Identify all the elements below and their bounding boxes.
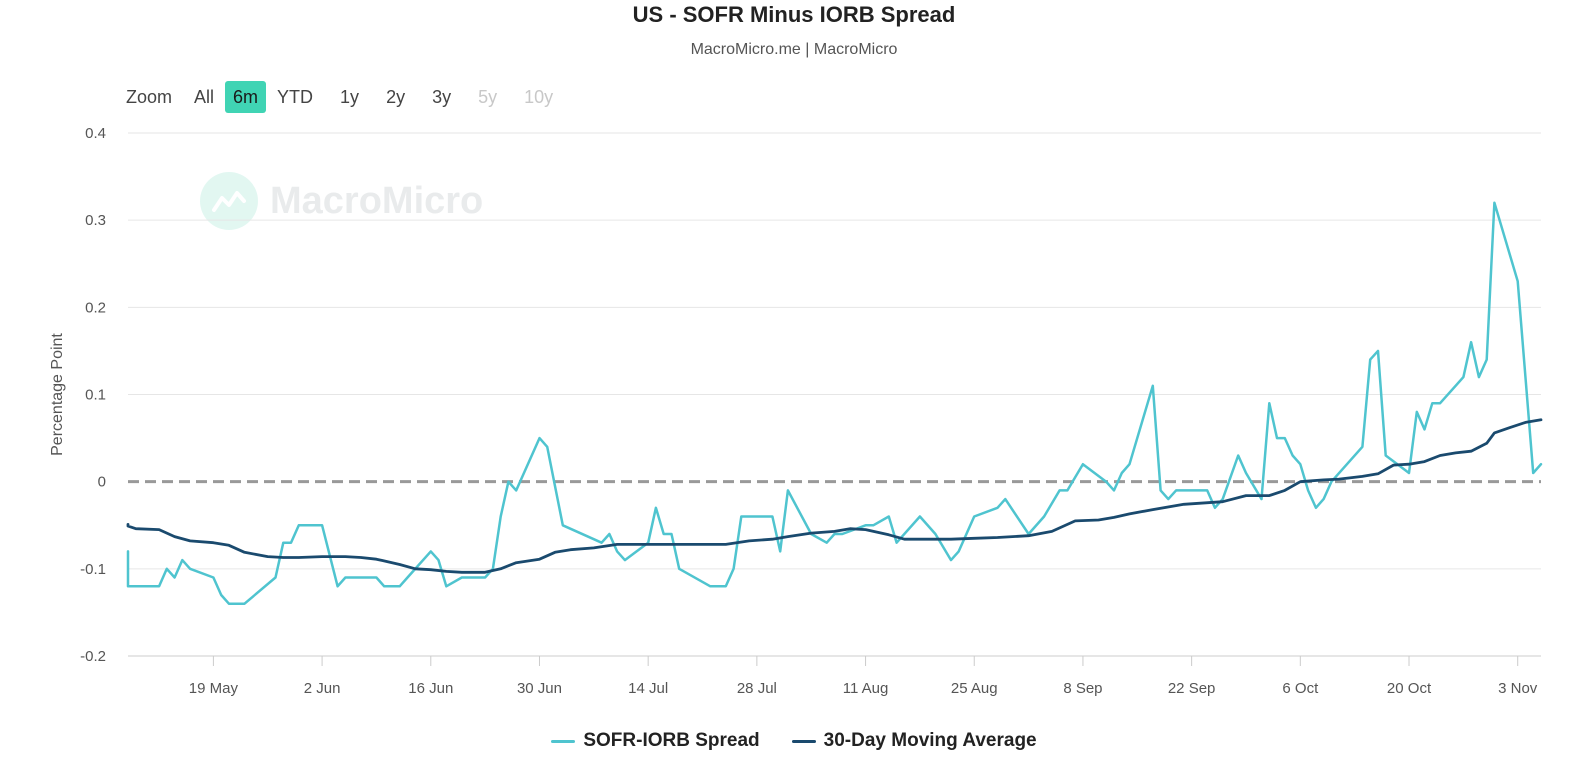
- x-tick-label: 19 May: [189, 680, 239, 697]
- legend-item-moving-average[interactable]: 30-Day Moving Average: [791, 730, 1037, 752]
- zoom-5y-button: 5y: [478, 87, 498, 107]
- x-tick-label: 2 Jun: [304, 680, 341, 697]
- x-tick-label: 11 Aug: [843, 680, 889, 697]
- x-tick-label: 20 Oct: [1387, 680, 1432, 697]
- chart-title: US - SOFR Minus IORB Spread: [632, 2, 956, 27]
- x-tick-label: 16 Jun: [408, 680, 453, 697]
- x-tick-label: 22 Sep: [1168, 680, 1216, 697]
- y-tick-label: 0.1: [85, 387, 106, 404]
- y-tick-label: 0.4: [85, 125, 106, 142]
- x-tick-label: 3 Nov: [1498, 680, 1538, 697]
- legend-item-spread[interactable]: SOFR-IORB Spread: [551, 730, 760, 752]
- zoom-10y-button: 10y: [524, 87, 554, 107]
- legend-label-moving-average: 30-Day Moving Average: [823, 730, 1037, 751]
- y-axis-title: Percentage Point: [49, 333, 66, 456]
- y-tick-label: 0.2: [85, 299, 106, 316]
- zoom-all-button[interactable]: All: [194, 87, 215, 107]
- x-tick-label: 8 Sep: [1063, 680, 1102, 697]
- y-tick-label: 0.3: [85, 212, 106, 229]
- zoom-ytd-button[interactable]: YTD: [277, 87, 314, 107]
- x-tick-label: 14 Jul: [628, 680, 668, 697]
- y-tick-label: 0: [98, 474, 106, 491]
- legend: SOFR-IORB Spread 30-Day Moving Average: [0, 730, 1588, 752]
- zoom-1y-button[interactable]: 1y: [340, 87, 360, 107]
- y-tick-label: -0.2: [80, 648, 106, 665]
- y-tick-label: -0.1: [80, 561, 106, 578]
- zoom-bar: Zoom All 6m YTD 1y 2y 3y 5y 10y: [126, 80, 564, 114]
- axis-layer: -0.2 -0.1 0 0.1 0.2 0.3 0.4 19 May 2 Jun 16 Jun 30…: [80, 125, 1541, 697]
- legend-label-spread: SOFR-IORB Spread: [583, 730, 760, 751]
- x-tick-label: 28 Jul: [737, 680, 777, 697]
- zoom-6m-button[interactable]: 6m: [225, 81, 267, 113]
- zoom-2y-button[interactable]: 2y: [386, 87, 406, 107]
- series-layer: [126, 201, 1543, 605]
- legend-swatch-moving-average: [791, 739, 816, 743]
- chart-subtitle: MacroMicro.me | MacroMicro: [690, 41, 898, 58]
- moving-average-series-line: [126, 418, 1543, 574]
- x-tick-label: 25 Aug: [951, 680, 998, 697]
- x-tick-label: 6 Oct: [1282, 680, 1319, 697]
- zoom-3y-button[interactable]: 3y: [432, 87, 452, 107]
- zoom-label: Zoom: [126, 86, 173, 107]
- grid-layer: [128, 132, 1541, 657]
- legend-swatch-spread: [551, 739, 576, 743]
- x-tick-label: 30 Jun: [517, 680, 562, 697]
- spread-series-line: [126, 201, 1543, 605]
